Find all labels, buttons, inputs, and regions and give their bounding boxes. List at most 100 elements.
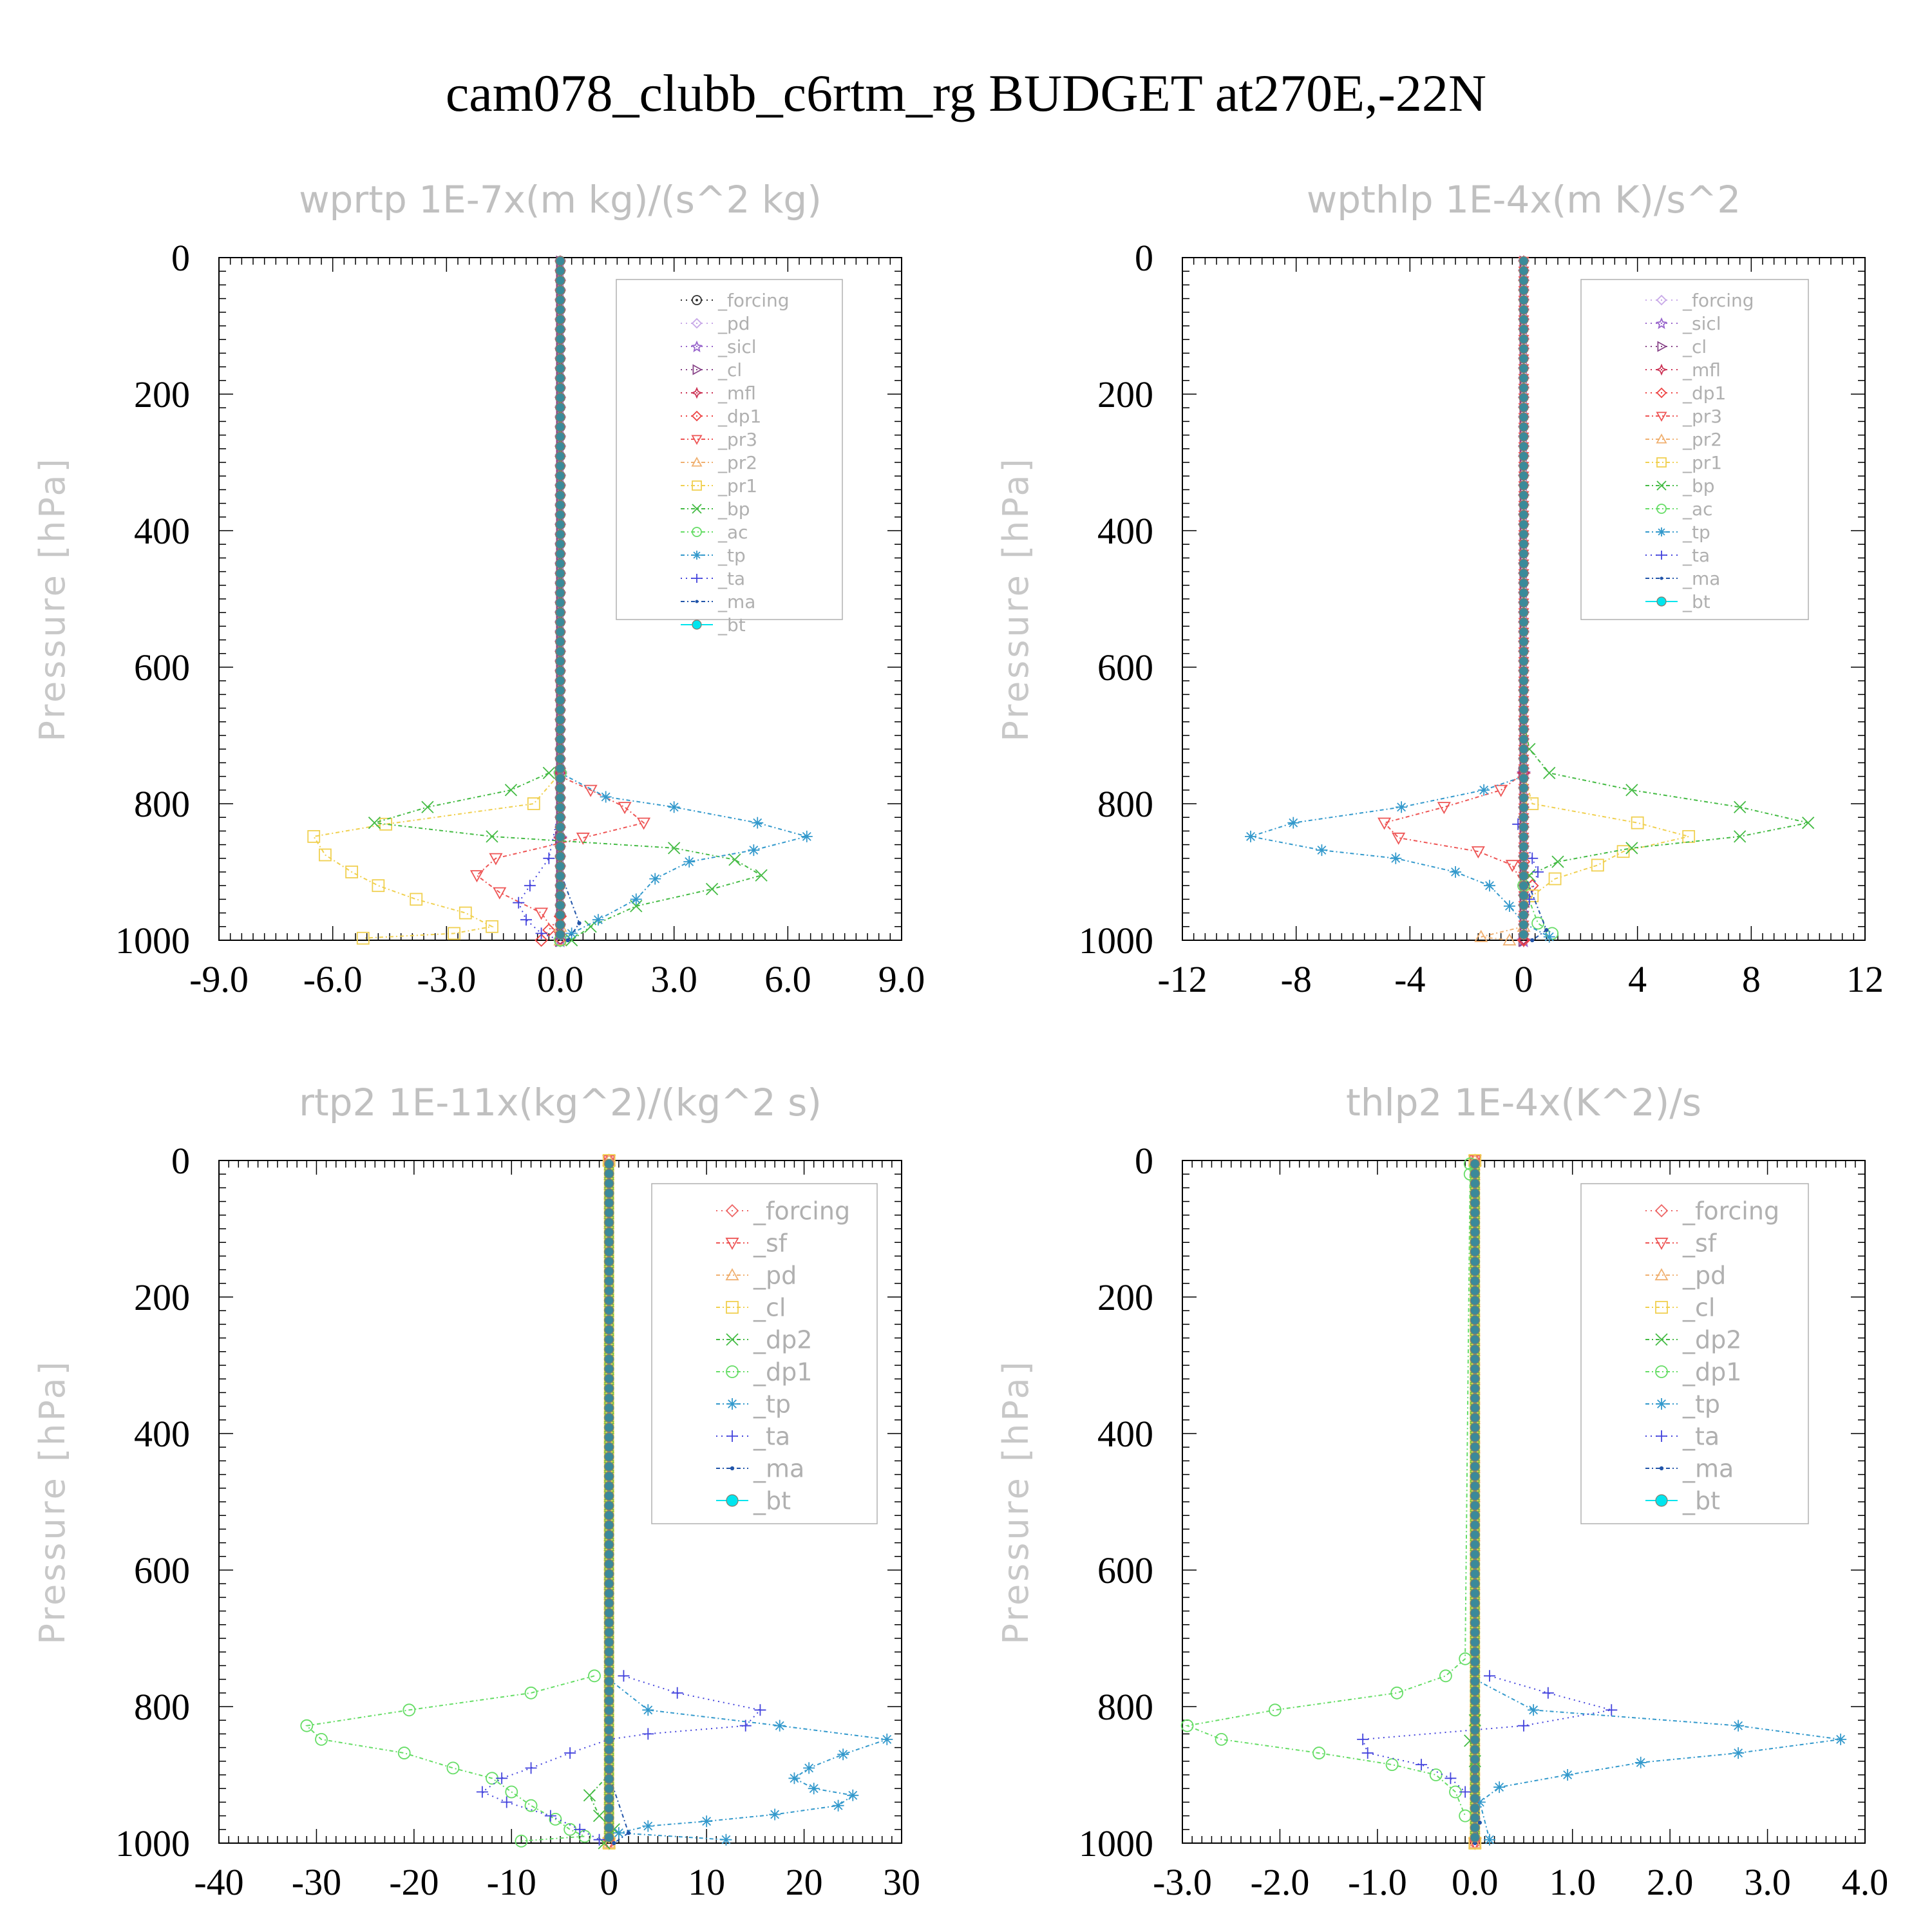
series-point-bt <box>1470 1666 1480 1677</box>
legend-entry-label: _pr1 <box>717 475 757 497</box>
legend-swatch-marker <box>692 574 701 583</box>
x-tick-label: -3.0 <box>417 958 476 1000</box>
series-point-bt <box>555 763 565 774</box>
legend-entry-label: _bt <box>753 1486 791 1515</box>
series-point-tp <box>808 1783 820 1795</box>
series-point-bt <box>1519 558 1529 569</box>
y-tick-label: 400 <box>1097 1413 1153 1455</box>
x-tick-label: 3.0 <box>650 958 697 1000</box>
series-point-tp <box>683 856 696 868</box>
series-point-bt <box>604 1783 614 1794</box>
series-point-tp <box>1562 1769 1574 1781</box>
series-line-bp <box>374 772 763 941</box>
y-tick-label: 600 <box>1097 1549 1153 1591</box>
series-point-bt <box>604 1256 614 1267</box>
series-point-ma <box>1477 1821 1482 1825</box>
series-bt <box>1519 256 1529 940</box>
series-point-ta <box>524 880 536 892</box>
series-point-bt <box>1519 890 1529 901</box>
series-point-ta <box>525 1762 537 1774</box>
series-point-bt <box>1470 1793 1480 1804</box>
legend-entry-label: _dp1 <box>753 1358 812 1386</box>
series-point-bt <box>604 1305 614 1316</box>
legend-swatch-marker-core <box>696 299 698 301</box>
series-point-bt <box>1519 685 1529 696</box>
y-tick-label: 400 <box>134 510 190 552</box>
series-point-bt <box>604 1754 614 1765</box>
series-point-bt <box>1519 412 1529 422</box>
series-point-bp <box>630 900 643 913</box>
series-point-bt <box>555 334 565 345</box>
series-point-pr3 <box>493 887 507 900</box>
legend-entry-label: _ta <box>1682 545 1710 566</box>
legend-entry-label: _tp <box>717 545 746 566</box>
x-tick-label: 8 <box>1742 958 1761 1000</box>
series-point-bt <box>1519 773 1529 784</box>
series-point-bt <box>555 383 565 393</box>
series-point-bt <box>1470 1461 1480 1472</box>
series-bt <box>604 1159 614 1842</box>
series-point-bt <box>1470 1832 1480 1842</box>
series-point-bt <box>1519 451 1529 462</box>
series-point-bt <box>604 1227 614 1238</box>
series-point-tp <box>565 927 578 940</box>
legend-swatch-marker <box>1657 551 1666 560</box>
series-point-pr3 <box>576 832 590 845</box>
y-tick-label: 1000 <box>1079 1823 1153 1864</box>
legend-swatch-marker <box>1655 1301 1668 1314</box>
series-point-dp1 <box>588 1669 601 1683</box>
series-point-bt <box>1470 1159 1480 1169</box>
y-tick-label: 200 <box>1097 374 1153 415</box>
series-point-bp <box>1543 766 1556 779</box>
series-point-bt <box>604 1715 614 1725</box>
series-point-bt <box>604 1422 614 1433</box>
series-point-pr3 <box>1392 832 1406 845</box>
series-point-bt <box>555 354 565 364</box>
series-point-bt <box>1470 1491 1480 1501</box>
legend-swatch-marker <box>695 600 699 603</box>
series-ta <box>513 803 561 941</box>
series-point-bt <box>555 910 565 920</box>
y-tick-label: 200 <box>134 1276 190 1318</box>
series-point-ta <box>500 1796 513 1808</box>
series-point-tp <box>720 1833 732 1846</box>
series-point-bt <box>1470 1305 1480 1316</box>
series-point-bt <box>604 1686 614 1696</box>
series-point-tp <box>642 1704 654 1716</box>
legend-swatch-marker <box>1656 504 1667 514</box>
series-point-bt <box>604 1725 614 1736</box>
legend-entry-label: _bt <box>717 614 746 636</box>
series-point-tp <box>649 873 661 885</box>
series-point-ta <box>1542 1687 1554 1699</box>
series-point-bt <box>1519 392 1529 403</box>
series-point-bt <box>555 802 565 813</box>
series-point-dp1 <box>402 1703 416 1717</box>
series-point-bt <box>1519 519 1529 530</box>
series-point-bt <box>555 832 565 842</box>
series-point-dp1 <box>578 1830 591 1843</box>
panel-title: rtp2 1E-11x(kg^2)/(kg^2 s) <box>299 1081 822 1124</box>
series-point-bt <box>1519 373 1529 383</box>
series-point-bt <box>1470 1256 1480 1267</box>
series-point-pr3 <box>1378 817 1392 830</box>
legend-swatch-marker <box>725 1204 739 1218</box>
series-point-tp <box>1473 1796 1486 1808</box>
series-point-tp <box>837 1748 849 1761</box>
legend-swatch-marker <box>692 620 702 630</box>
legend-entry-label: _bp <box>1682 475 1715 497</box>
series-point-bt <box>1519 832 1529 842</box>
series-point-bt <box>555 392 565 403</box>
legend-box <box>1580 1183 1809 1524</box>
series-point-bt <box>1470 1813 1480 1823</box>
series-point-bt <box>604 1354 614 1365</box>
legend-swatch-marker <box>691 435 703 445</box>
series-point-bt <box>1519 744 1529 754</box>
series-dp1 <box>1180 1157 1477 1823</box>
series-point-bt <box>555 734 565 744</box>
series-point-ta <box>1484 1670 1495 1682</box>
series-point-pr1 <box>1631 816 1644 829</box>
legend-swatch-marker-ring <box>692 295 702 305</box>
series-point-ta <box>544 1810 556 1822</box>
series-point-bt <box>1470 1715 1480 1725</box>
series-point-ta <box>574 1823 586 1835</box>
